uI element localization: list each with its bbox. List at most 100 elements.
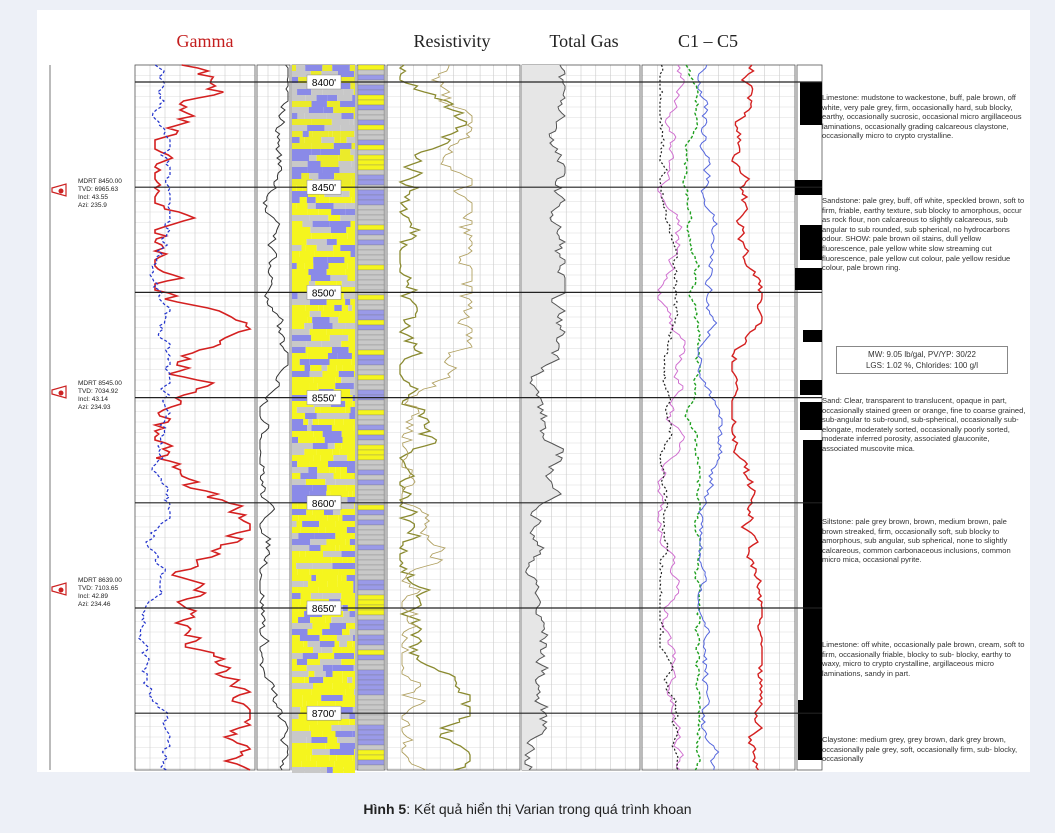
lithology (328, 131, 332, 137)
lithology (352, 107, 355, 113)
lithology (358, 65, 384, 70)
lithology (296, 65, 305, 71)
lithology (358, 565, 384, 570)
lithology (358, 75, 384, 80)
lithology (292, 521, 297, 527)
lithology (343, 89, 354, 95)
lithology (358, 165, 384, 170)
lithology (358, 305, 384, 310)
lithology (324, 125, 340, 131)
lithology-description: Claystone: medium grey, grey brown, dark… (822, 735, 1027, 764)
lithology (326, 617, 332, 623)
lithology (353, 587, 355, 593)
lithology (297, 461, 309, 467)
lithology (333, 107, 351, 113)
lithology (358, 625, 384, 630)
lithology (330, 359, 341, 365)
lithology (308, 641, 320, 647)
lithology (307, 425, 311, 431)
lithology (358, 655, 384, 660)
lithology (311, 689, 333, 695)
lithology (320, 635, 337, 641)
lithology (292, 461, 297, 467)
lithology (292, 413, 305, 419)
lithology (292, 503, 298, 509)
lithology (312, 143, 334, 149)
lithology (353, 479, 355, 485)
lithology (292, 323, 304, 329)
lithology (358, 465, 384, 470)
lithology (358, 570, 384, 575)
lithology (354, 563, 355, 569)
lithology (303, 695, 321, 701)
lithology (307, 665, 323, 671)
lithology (292, 701, 302, 707)
lithology (317, 383, 335, 389)
lithology (350, 299, 355, 305)
lithology (339, 449, 355, 455)
lithology (354, 665, 355, 671)
survey-line: TVD: 7034.92 (78, 388, 118, 396)
lithology (358, 495, 384, 500)
lithology (313, 323, 333, 329)
lithology-description: Limestone: mudstone to wackestone, buff,… (822, 93, 1027, 141)
lithology (328, 581, 338, 587)
depth-label: 8650' (312, 604, 336, 615)
lithology (358, 90, 384, 95)
lithology (292, 65, 296, 71)
lithology (342, 305, 348, 311)
lithology (299, 251, 314, 257)
lithology (322, 629, 342, 635)
lithology (358, 685, 384, 690)
lithology (321, 311, 339, 317)
lithology (307, 353, 328, 359)
lithology (354, 689, 355, 695)
lithology (358, 105, 384, 110)
lithology (323, 431, 342, 437)
lithology (342, 281, 355, 287)
lithology (345, 401, 353, 407)
lithology (341, 467, 347, 473)
lithology (358, 630, 384, 635)
lithology (305, 137, 322, 143)
lithology (353, 635, 355, 641)
lithology (350, 83, 355, 89)
lithology (336, 479, 353, 485)
lithology (327, 485, 347, 491)
lithology (303, 641, 307, 647)
lithology (292, 173, 301, 179)
lithology (310, 359, 330, 365)
lithology (334, 203, 346, 209)
lithology (332, 683, 349, 689)
lithology (358, 230, 384, 235)
lithology (292, 233, 312, 239)
lithology (338, 161, 351, 167)
lithology (339, 173, 355, 179)
lithology (292, 509, 306, 515)
lithology (313, 683, 332, 689)
lithology (358, 125, 384, 130)
lithology (358, 95, 384, 100)
lithology (292, 317, 308, 323)
lithology-description: Sandstone: pale grey, buff, off white, s… (822, 196, 1027, 273)
lithology (326, 671, 333, 677)
lithology (311, 575, 316, 581)
lithology (313, 485, 327, 491)
lithology (298, 533, 314, 539)
lithology (341, 473, 355, 479)
lithology (292, 629, 308, 635)
lithology (354, 533, 355, 539)
lithology (335, 761, 355, 767)
lithology (333, 665, 354, 671)
lithology (343, 191, 350, 197)
lithology (322, 65, 332, 71)
lithology (336, 407, 346, 413)
lithology (292, 119, 312, 125)
lithology (334, 173, 339, 179)
survey-flag-dot (59, 189, 64, 194)
lithology (292, 275, 311, 281)
lithology (311, 425, 331, 431)
lithology (292, 557, 311, 563)
lithology (342, 365, 354, 371)
lithology (305, 263, 314, 269)
